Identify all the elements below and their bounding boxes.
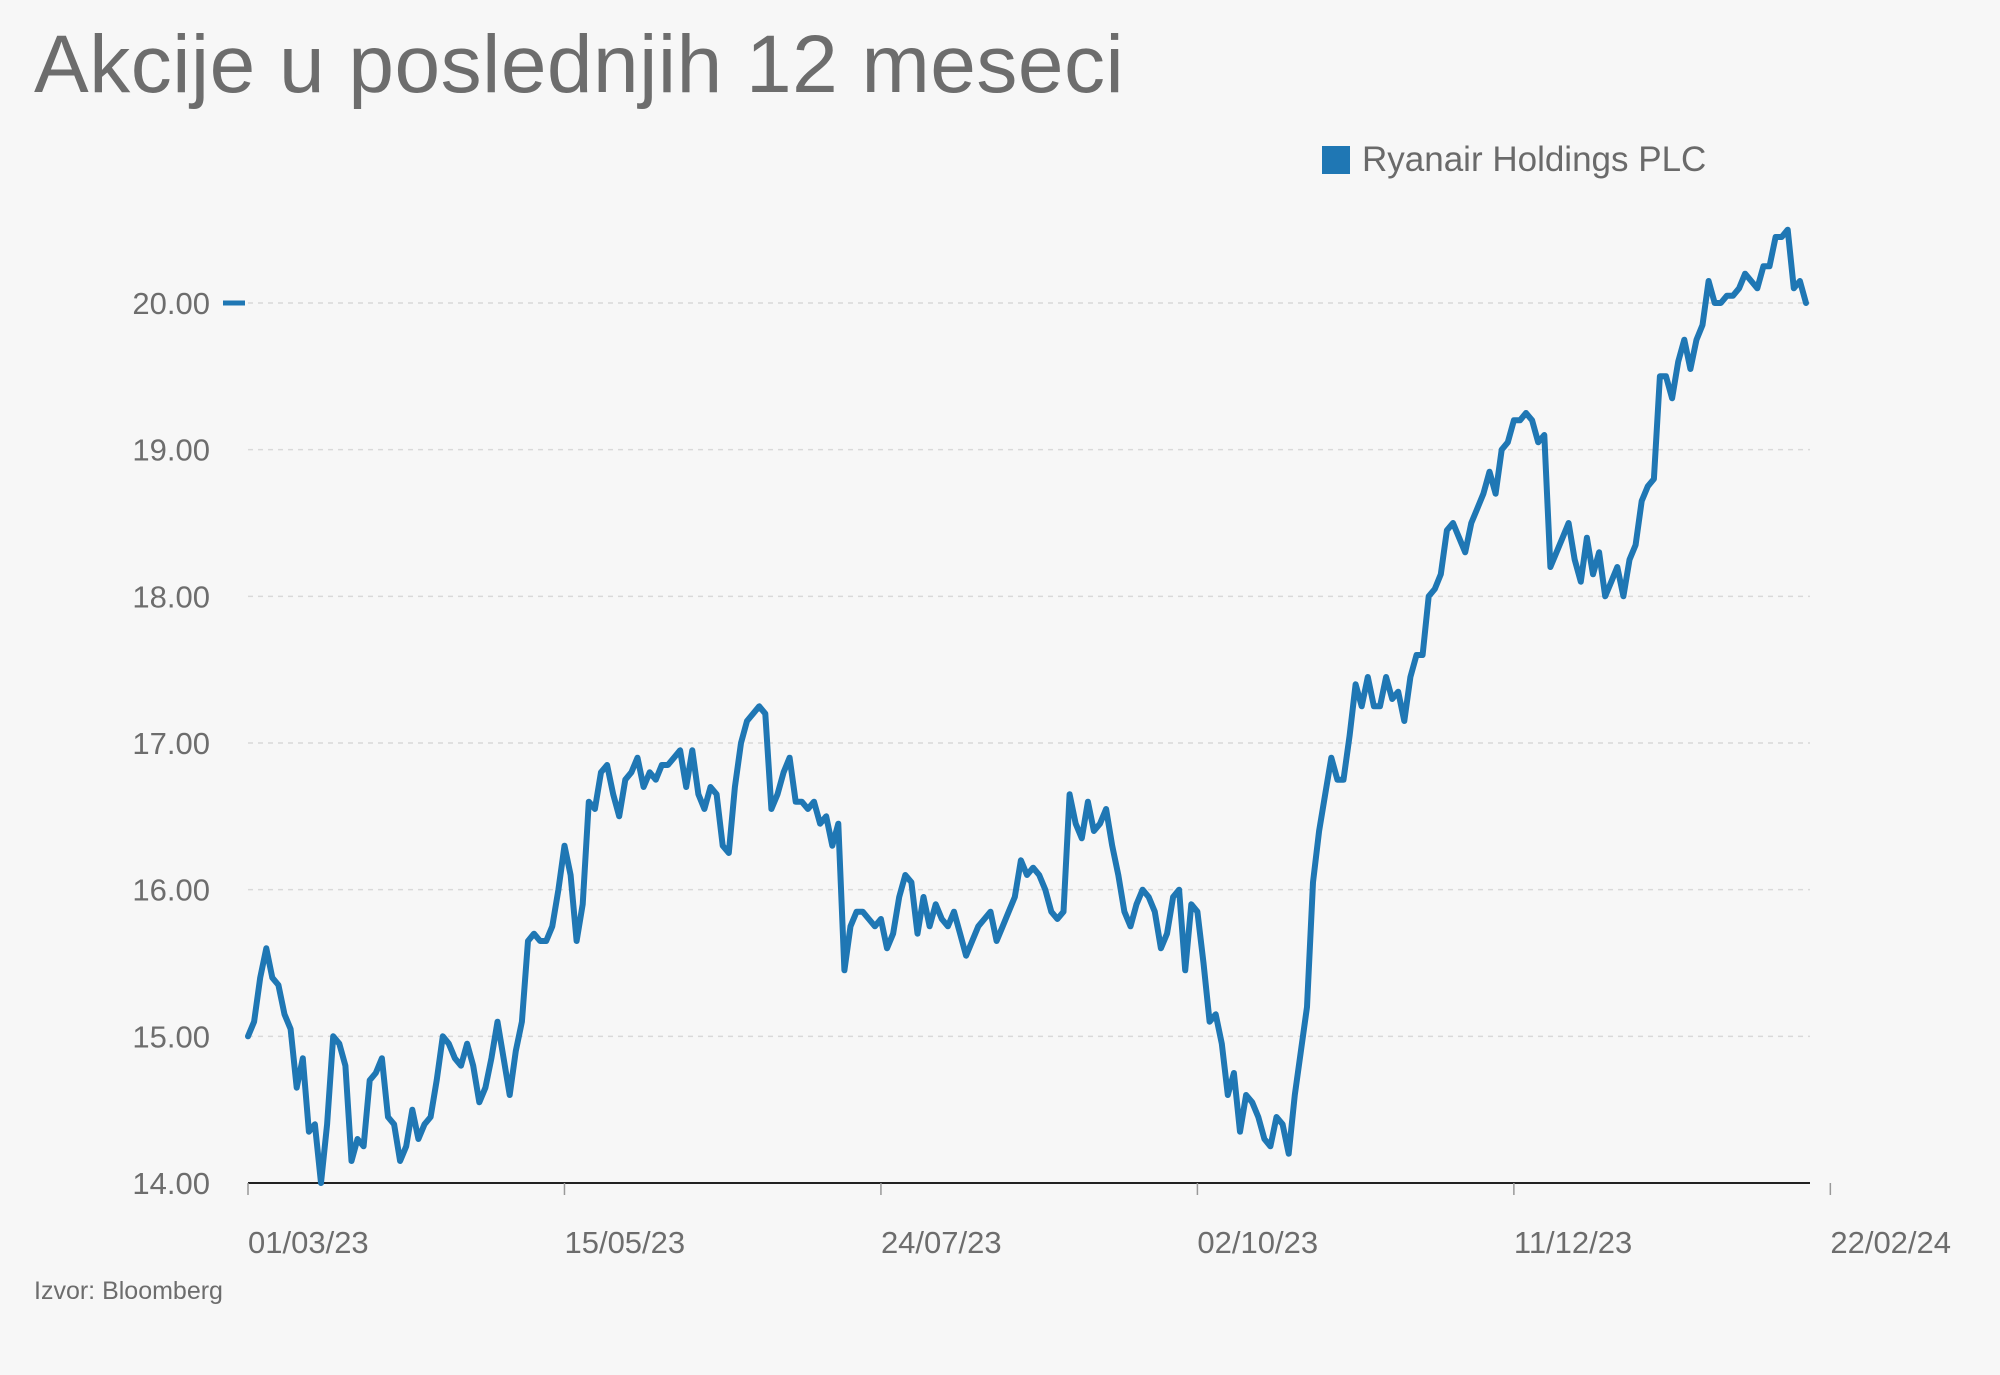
legend: Ryanair Holdings PLC	[1322, 140, 1706, 180]
y-marker-20	[223, 300, 245, 306]
y-tick-label: 15.00	[132, 1019, 210, 1054]
legend-label: Ryanair Holdings PLC	[1362, 140, 1707, 179]
x-tick-label: 11/12/23	[1514, 1225, 1632, 1260]
y-tick-label: 16.00	[132, 873, 210, 908]
x-tick-label: 22/02/24	[1830, 1225, 1951, 1260]
y-tick-label: 20.00	[132, 286, 210, 321]
x-axis: 01/03/23 15/05/23 24/07/23 02/10/23 11/12/23…	[247, 1182, 1951, 1260]
y-tick-label: 17.00	[132, 726, 210, 761]
series-group	[245, 226, 1809, 1186]
x-tick-label: 01/03/23	[248, 1225, 369, 1260]
y-tick-label: 14.00	[132, 1166, 210, 1201]
chart-title: Akcije u poslednjih 12 meseci	[34, 19, 1125, 110]
source-note: Izvor: Bloomberg	[34, 1277, 223, 1305]
series-line-ryanair	[245, 226, 1809, 1186]
legend-swatch	[1322, 146, 1350, 174]
y-tick-label: 18.00	[132, 579, 210, 614]
gridlines	[248, 302, 1810, 1038]
x-tick-label: 15/05/23	[564, 1225, 685, 1260]
x-tick-label: 24/07/23	[881, 1225, 1002, 1260]
x-tick-label: 02/10/23	[1197, 1225, 1318, 1260]
y-tick-label: 19.00	[132, 433, 210, 468]
y-axis: 20.00 19.00 18.00 17.00 16.00 15.00 14.00	[132, 286, 245, 1201]
